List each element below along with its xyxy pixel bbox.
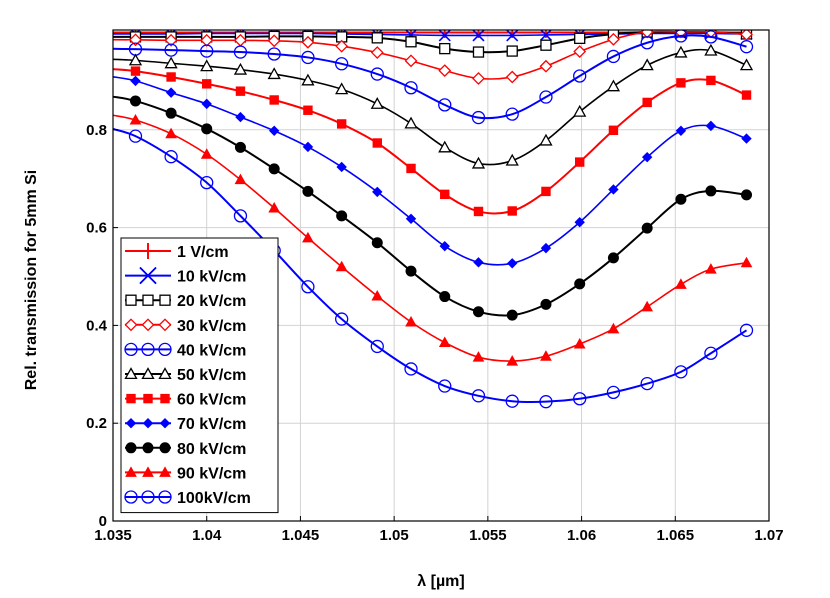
data-point xyxy=(406,37,416,47)
data-point xyxy=(126,443,136,453)
data-point xyxy=(373,139,381,147)
x-axis-label: λ [µm] xyxy=(417,573,464,590)
data-point xyxy=(203,80,211,88)
data-point xyxy=(608,253,618,263)
data-point xyxy=(575,33,585,43)
data-point xyxy=(542,187,550,195)
y-tick-label: 0.2 xyxy=(86,415,107,432)
y-tick-label: 0.8 xyxy=(86,122,107,139)
data-point xyxy=(474,207,482,215)
data-point xyxy=(160,443,170,453)
legend-label: 70 kV/cm xyxy=(177,416,246,433)
y-tick-label: 0.6 xyxy=(86,220,107,237)
data-point xyxy=(202,124,212,134)
data-point xyxy=(304,106,312,114)
legend-label: 90 kV/cm xyxy=(177,465,246,482)
legend-label: 40 kV/cm xyxy=(177,342,246,359)
data-point xyxy=(143,295,153,305)
legend-label: 30 kV/cm xyxy=(177,318,246,335)
y-axis-label: Rel. transmission for 5mm Si xyxy=(23,170,40,391)
legend-label: 80 kV/cm xyxy=(177,441,246,458)
data-point xyxy=(440,292,450,302)
x-tick-label: 1.045 xyxy=(282,527,320,544)
data-point xyxy=(407,164,415,172)
data-point xyxy=(160,295,170,305)
data-point xyxy=(337,211,347,221)
x-tick-label: 1.065 xyxy=(657,527,695,544)
data-point xyxy=(235,142,245,152)
data-point xyxy=(507,46,517,56)
data-point xyxy=(541,40,551,50)
data-point xyxy=(143,443,153,453)
legend-label: 10 kV/cm xyxy=(177,269,246,286)
chart: 1.035 1.04 1.045 1.05 1.055 1.06 1.065 1.0700.2… xyxy=(0,0,830,598)
data-point xyxy=(707,76,715,84)
data-point xyxy=(541,299,551,309)
data-point xyxy=(508,207,516,215)
data-point xyxy=(406,266,416,276)
data-point xyxy=(742,91,750,99)
data-point xyxy=(166,108,176,118)
y-tick-label: 0 xyxy=(99,513,107,530)
legend-label: 20 kV/cm xyxy=(177,293,246,310)
y-tick-label: 0.4 xyxy=(86,317,108,334)
x-tick-label: 1.04 xyxy=(192,527,222,544)
data-point xyxy=(441,190,449,198)
data-point xyxy=(642,223,652,233)
data-point xyxy=(372,238,382,248)
x-tick-label: 1.07 xyxy=(754,527,783,544)
legend-label: 50 kV/cm xyxy=(177,367,246,384)
data-point xyxy=(127,394,135,402)
x-tick-label: 1.05 xyxy=(380,527,409,544)
legend: 1 V/cm 10 kV/cm 20 kV/cm 30 kV/cm 40 kV/cm 50… xyxy=(121,238,278,513)
data-point xyxy=(706,186,716,196)
data-point xyxy=(440,44,450,54)
data-point xyxy=(507,310,517,320)
data-point xyxy=(303,186,313,196)
data-point xyxy=(742,190,752,200)
data-point xyxy=(144,394,152,402)
data-point xyxy=(126,295,136,305)
data-point xyxy=(677,79,685,87)
data-point xyxy=(167,73,175,81)
legend-label: 1 V/cm xyxy=(177,244,229,261)
data-point xyxy=(473,307,483,317)
data-point xyxy=(643,98,651,106)
data-point xyxy=(161,394,169,402)
legend-label: 60 kV/cm xyxy=(177,392,246,409)
data-point xyxy=(131,67,139,75)
data-point xyxy=(269,164,279,174)
data-point xyxy=(270,96,278,104)
data-point xyxy=(130,96,140,106)
data-point xyxy=(236,87,244,95)
data-point xyxy=(372,33,382,43)
data-point xyxy=(609,126,617,134)
x-tick-label: 1.055 xyxy=(469,527,507,544)
data-point xyxy=(473,47,483,57)
data-point xyxy=(337,120,345,128)
x-tick-label: 1.06 xyxy=(567,527,596,544)
data-point xyxy=(575,279,585,289)
legend-label: 100kV/cm xyxy=(177,490,251,507)
data-point xyxy=(575,158,583,166)
data-point xyxy=(676,194,686,204)
